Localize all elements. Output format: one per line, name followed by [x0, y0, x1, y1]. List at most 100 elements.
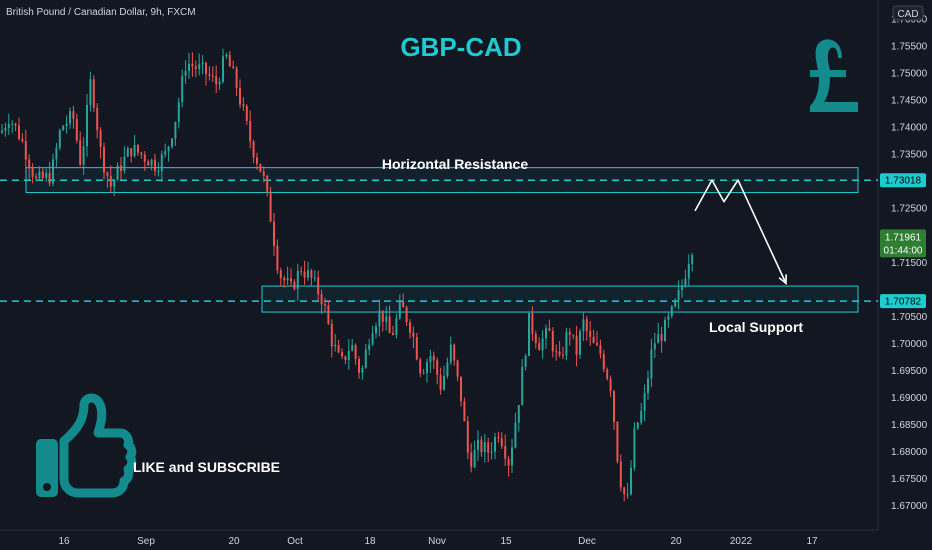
chart-title: GBP-CAD [400, 32, 521, 62]
candle-body [643, 392, 646, 411]
y-tick-label: 1.72500 [891, 204, 928, 215]
candle-body [103, 146, 105, 173]
candle-body [606, 369, 609, 379]
candle-body [313, 277, 316, 279]
candle-body [378, 310, 381, 327]
candle-body [24, 140, 27, 160]
candle-body [436, 360, 439, 375]
candle-body [439, 374, 442, 390]
candle-body [664, 319, 666, 342]
y-tick-label: 1.68500 [891, 420, 928, 431]
candle-body [89, 79, 92, 105]
candle-body [558, 351, 561, 355]
candle-body [307, 270, 309, 278]
candle-body [422, 372, 425, 374]
candle-body [86, 104, 88, 147]
candle-body [483, 442, 486, 453]
x-tick-label: Dec [578, 536, 596, 547]
candle-body [575, 335, 578, 355]
zone-price-tag-label: 1.70782 [885, 297, 922, 308]
candle-body [137, 144, 139, 153]
candle-body [235, 68, 238, 89]
candle-body [273, 221, 275, 246]
y-tick-label: 1.73500 [891, 150, 928, 161]
candle-body [572, 334, 575, 336]
candle-body [511, 447, 513, 466]
x-tick-label: Sep [137, 536, 155, 547]
candle-body [653, 343, 656, 350]
candle-body [528, 313, 530, 356]
y-tick-label: 1.74500 [891, 96, 928, 107]
candle-body [691, 255, 694, 265]
candle-body [650, 349, 653, 379]
candle-body [1, 130, 3, 133]
candle-body [619, 461, 622, 488]
candle-body [681, 285, 683, 290]
candle-body [157, 170, 160, 172]
candle-body [140, 152, 143, 155]
candle-body [194, 66, 197, 69]
candle-body [303, 271, 306, 278]
candle-body [371, 333, 374, 345]
candle-body [647, 378, 649, 393]
candle-body [609, 378, 612, 392]
candle-body [28, 159, 31, 169]
candle-body [381, 310, 384, 322]
candle-body [317, 277, 320, 295]
candle-body [667, 315, 670, 320]
time-axis[interactable]: 16 Sep 20 Oct 18 Nov 15 Dec 20 2022 17 [58, 536, 818, 547]
candle-body [79, 140, 82, 165]
candle-body [358, 358, 360, 373]
y-tick-label: 1.67500 [891, 474, 928, 485]
candle-body [687, 264, 690, 279]
candle-body [242, 104, 245, 107]
zone-box[interactable] [25, 167, 859, 194]
candle-body [69, 111, 71, 124]
candle-body [31, 168, 34, 177]
candle-body [109, 175, 112, 187]
candle-body [470, 452, 473, 468]
candle-body [636, 422, 639, 429]
candle-body [154, 159, 156, 171]
candle-body [446, 362, 449, 377]
y-tick-label: 1.74000 [891, 123, 928, 134]
candle-body [143, 154, 146, 162]
candle-body [324, 304, 326, 306]
candle-body [541, 338, 544, 351]
candle-body [147, 161, 150, 166]
candle-body [405, 307, 408, 323]
zone-box[interactable] [261, 285, 859, 313]
candle-body [456, 360, 459, 377]
candle-body [171, 138, 173, 147]
candle-body [463, 401, 466, 422]
candle-body [65, 123, 68, 126]
candle-body [531, 313, 534, 334]
candle-body [419, 359, 422, 374]
candle-body [310, 270, 313, 278]
candle-body [582, 319, 585, 332]
candle-body [38, 171, 41, 179]
candle-body [514, 422, 517, 448]
projection-path[interactable] [694, 179, 787, 284]
zone-label: Horizontal Resistance [382, 156, 528, 172]
candle-body [517, 405, 520, 423]
currency-badge[interactable]: CAD [892, 5, 924, 21]
candle-body [177, 102, 180, 122]
candle-body [412, 332, 415, 338]
projection-layer [694, 179, 787, 286]
candle-body [585, 319, 588, 331]
x-tick-label: 2022 [730, 536, 753, 547]
candle-body [72, 111, 75, 119]
candle-body [96, 107, 99, 131]
zone-price-tag-label: 1.73018 [885, 176, 922, 187]
candle-body [215, 76, 218, 85]
candle-body [347, 350, 350, 360]
candle-body [402, 301, 405, 308]
candle-body [599, 344, 602, 355]
candle-body [426, 362, 428, 373]
candle-body [48, 172, 51, 184]
candle-body [616, 421, 619, 462]
candle-body [388, 316, 391, 334]
latest-price-tag [880, 229, 926, 258]
